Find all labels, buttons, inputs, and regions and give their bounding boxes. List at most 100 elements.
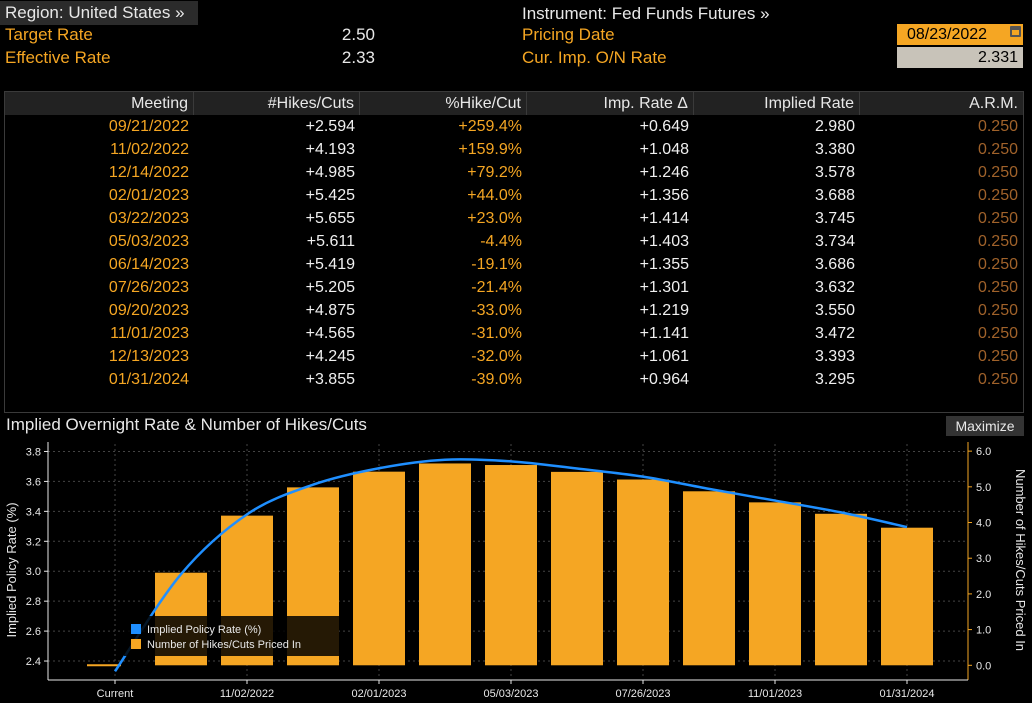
y-tick-label: 2.6 bbox=[26, 626, 41, 638]
table-cell: +79.2% bbox=[467, 164, 522, 181]
table-cell: 0.250 bbox=[977, 348, 1018, 365]
y-tick-label: 3.4 bbox=[26, 506, 41, 518]
table-cell: +1.356 bbox=[639, 187, 689, 204]
table-cell: +4.245 bbox=[305, 348, 355, 365]
meetings-table: Meeting #Hikes/Cuts %Hike/Cut Imp. Rate … bbox=[4, 91, 1024, 413]
col-header-implied-rate[interactable]: Implied Rate bbox=[694, 92, 860, 115]
table-cell: 3.734 bbox=[814, 233, 855, 250]
table-cell: +1.048 bbox=[639, 141, 689, 158]
y2-tick-label: 4.0 bbox=[976, 518, 991, 530]
x-tick-label: 07/26/2023 bbox=[615, 688, 670, 700]
table-cell: +0.649 bbox=[639, 118, 689, 135]
y2-tick-label: 0.0 bbox=[976, 660, 991, 672]
table-cell: 3.632 bbox=[814, 279, 855, 296]
table-cell: 3.688 bbox=[814, 187, 855, 204]
table-row[interactable]: 12/13/2023 +4.245 -32.0% +1.061 3.393 0.250 bbox=[5, 345, 1023, 368]
col-header-imp-rate-delta[interactable]: Imp. Rate Δ bbox=[527, 92, 694, 115]
table-row[interactable]: 03/22/2023 +5.655 +23.0% +1.414 3.745 0.250 bbox=[5, 207, 1023, 230]
table-row[interactable]: 09/21/2022 +2.594 +259.4% +0.649 2.980 0.250 bbox=[5, 115, 1023, 138]
y2-tick-label: 2.0 bbox=[976, 589, 991, 601]
table-cell: 12/13/2023 bbox=[108, 348, 189, 365]
x-tick-label: 05/03/2023 bbox=[483, 688, 538, 700]
table-row[interactable]: 12/14/2022 +4.985 +79.2% +1.246 3.578 0.250 bbox=[5, 161, 1023, 184]
calendar-icon[interactable] bbox=[1010, 26, 1021, 37]
table-cell: 3.380 bbox=[814, 141, 855, 158]
table-cell: 12/14/2022 bbox=[108, 164, 189, 181]
table-cell: 01/31/2024 bbox=[108, 371, 189, 388]
col-header-pct-hike-cut[interactable]: %Hike/Cut bbox=[360, 92, 527, 115]
table-row[interactable]: 06/14/2023 +5.419 -19.1% +1.355 3.686 0.250 bbox=[5, 253, 1023, 276]
table-cell: 3.393 bbox=[814, 348, 855, 365]
cur-imp-rate-field: 2.331 bbox=[897, 47, 1023, 68]
cur-imp-rate-label: Cur. Imp. O/N Rate bbox=[522, 48, 667, 67]
col-header-hikes-cuts[interactable]: #Hikes/Cuts bbox=[194, 92, 360, 115]
table-row[interactable]: 01/31/2024 +3.855 -39.0% +0.964 3.295 0.250 bbox=[5, 368, 1023, 391]
y-tick-label: 3.6 bbox=[26, 476, 41, 488]
table-cell: +5.205 bbox=[305, 279, 355, 296]
y-tick-label: 3.2 bbox=[26, 536, 41, 548]
x-tick-label: 11/01/2023 bbox=[748, 688, 802, 700]
hikes-bar bbox=[617, 479, 669, 666]
y-tick-label: 3.0 bbox=[26, 566, 41, 578]
table-row[interactable]: 07/26/2023 +5.205 -21.4% +1.301 3.632 0.250 bbox=[5, 276, 1023, 299]
y-tick-label: 2.8 bbox=[26, 596, 41, 608]
y2-tick-label: 5.0 bbox=[976, 482, 991, 494]
table-cell: +5.655 bbox=[305, 210, 355, 227]
pricing-date-label: Pricing Date bbox=[522, 25, 615, 44]
y-axis-title: Implied Policy Rate (%) bbox=[4, 502, 19, 637]
hikes-bar bbox=[815, 513, 867, 666]
table-cell: 0.250 bbox=[977, 325, 1018, 342]
table-cell: 07/26/2023 bbox=[108, 279, 189, 296]
table-cell: 3.578 bbox=[814, 164, 855, 181]
pricing-date-input[interactable]: 08/23/2022 bbox=[897, 24, 1023, 45]
table-row[interactable]: 09/20/2023 +4.875 -33.0% +1.219 3.550 0.250 bbox=[5, 299, 1023, 322]
table-cell: 05/03/2023 bbox=[108, 233, 189, 250]
table-cell: +1.246 bbox=[639, 164, 689, 181]
hikes-bar bbox=[749, 502, 801, 666]
table-row[interactable]: 11/02/2022 +4.193 +159.9% +1.048 3.380 0.250 bbox=[5, 138, 1023, 161]
region-selector-button[interactable]: Region: United States » bbox=[0, 1, 198, 25]
y2-tick-label: 1.0 bbox=[976, 625, 991, 637]
y-tick-label: 3.8 bbox=[26, 446, 41, 458]
hikes-bar bbox=[419, 463, 471, 666]
table-cell: 3.686 bbox=[814, 256, 855, 273]
x-tick-label: 02/01/2023 bbox=[351, 688, 406, 700]
table-cell: 0.250 bbox=[977, 118, 1018, 135]
table-cell: +2.594 bbox=[305, 118, 355, 135]
table-cell: 11/02/2022 bbox=[110, 141, 189, 158]
table-cell: +4.565 bbox=[305, 325, 355, 342]
table-cell: 11/01/2023 bbox=[110, 325, 189, 342]
table-cell: 0.250 bbox=[977, 141, 1018, 158]
table-cell: +4.985 bbox=[305, 164, 355, 181]
table-cell: -32.0% bbox=[471, 348, 522, 365]
instrument-selector[interactable]: Instrument: Fed Funds Futures » bbox=[522, 4, 770, 23]
table-row[interactable]: 05/03/2023 +5.611 -4.4% +1.403 3.734 0.250 bbox=[5, 230, 1023, 253]
col-header-meeting[interactable]: Meeting bbox=[5, 92, 194, 115]
hikes-bar bbox=[485, 465, 537, 666]
col-header-arm[interactable]: A.R.M. bbox=[860, 92, 1023, 115]
table-row[interactable]: 02/01/2023 +5.425 +44.0% +1.356 3.688 0.250 bbox=[5, 184, 1023, 207]
chart-legend: Implied Policy Rate (%) Number of Hikes/… bbox=[124, 616, 339, 656]
table-cell: +0.964 bbox=[639, 371, 689, 388]
effective-rate-label: Effective Rate bbox=[5, 48, 111, 67]
table-cell: 0.250 bbox=[977, 164, 1018, 181]
y-tick-label: 2.4 bbox=[26, 656, 41, 668]
target-rate-value: 2.50 bbox=[341, 25, 375, 44]
table-cell: +1.141 bbox=[639, 325, 689, 342]
table-row[interactable]: 11/01/2023 +4.565 -31.0% +1.141 3.472 0.250 bbox=[5, 322, 1023, 345]
legend-swatch-hikes bbox=[131, 639, 141, 649]
table-cell: -21.4% bbox=[471, 279, 522, 296]
chart-axes: 2.4 2.6 2.8 3.0 3.2 3.4 3.6 3.8 0.0 1.0 2.0 3.0 4.0 5… bbox=[26, 442, 991, 700]
maximize-button[interactable]: Maximize bbox=[946, 416, 1024, 436]
table-cell: 09/21/2022 bbox=[108, 118, 189, 135]
table-cell: -19.1% bbox=[471, 256, 522, 273]
table-cell: 09/20/2023 bbox=[108, 302, 189, 319]
implied-rate-line bbox=[113, 458, 908, 673]
table-cell: 0.250 bbox=[977, 210, 1018, 227]
x-tick-label: Current bbox=[97, 688, 134, 700]
table-cell: 2.980 bbox=[814, 118, 855, 135]
table-cell: +1.414 bbox=[639, 210, 689, 227]
table-cell: +44.0% bbox=[467, 187, 522, 204]
table-cell: 3.295 bbox=[814, 371, 855, 388]
table-cell: 06/14/2023 bbox=[108, 256, 189, 273]
